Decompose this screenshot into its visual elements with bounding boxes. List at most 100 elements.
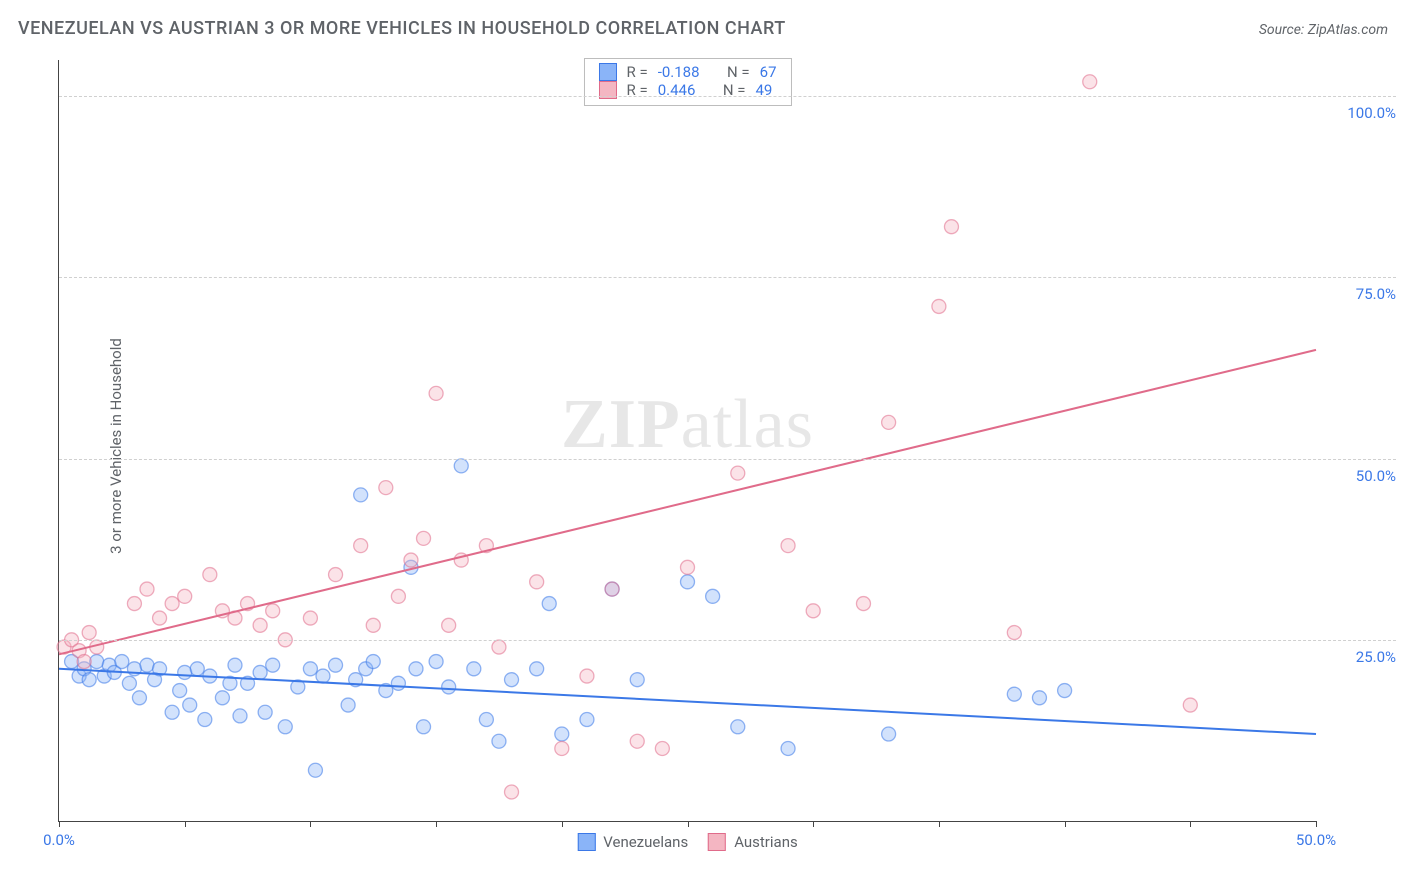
x-tick: [813, 821, 814, 827]
data-point-venezuelans: [1058, 684, 1072, 698]
gridline-h: [59, 640, 1396, 641]
data-point-austrians: [429, 386, 443, 400]
data-point-venezuelans: [228, 658, 242, 672]
data-point-austrians: [178, 589, 192, 603]
data-point-venezuelans: [190, 662, 204, 676]
data-point-venezuelans: [467, 662, 481, 676]
data-point-venezuelans: [165, 705, 179, 719]
data-point-venezuelans: [183, 698, 197, 712]
data-point-austrians: [391, 589, 405, 603]
correlation-legend: R =-0.188 N =67R =0.446 N =49: [583, 58, 791, 106]
data-point-venezuelans: [329, 658, 343, 672]
data-point-austrians: [555, 742, 569, 756]
data-point-austrians: [1183, 698, 1197, 712]
data-point-venezuelans: [781, 742, 795, 756]
data-point-austrians: [731, 466, 745, 480]
data-point-venezuelans: [1032, 691, 1046, 705]
x-tick-label: 0.0%: [43, 831, 75, 849]
y-tick-label: 50.0%: [1326, 467, 1396, 485]
data-point-venezuelans: [706, 589, 720, 603]
data-point-venezuelans: [882, 727, 896, 741]
data-point-austrians: [932, 299, 946, 313]
data-point-austrians: [153, 611, 167, 625]
data-point-venezuelans: [132, 691, 146, 705]
data-point-venezuelans: [630, 673, 644, 687]
r-label: R =: [626, 63, 647, 81]
data-point-austrians: [856, 597, 870, 611]
data-point-venezuelans: [303, 662, 317, 676]
data-point-austrians: [303, 611, 317, 625]
data-point-austrians: [354, 539, 368, 553]
series-swatch-venezuelans: [577, 833, 595, 851]
data-point-austrians: [253, 618, 267, 632]
y-tick-label: 75.0%: [1326, 285, 1396, 303]
data-point-venezuelans: [454, 459, 468, 473]
data-point-austrians: [82, 626, 96, 640]
series-legend-item-austrians: Austrians: [708, 833, 798, 851]
data-point-venezuelans: [417, 720, 431, 734]
data-point-austrians: [944, 220, 958, 234]
data-point-venezuelans: [542, 597, 556, 611]
data-point-venezuelans: [178, 665, 192, 679]
data-point-austrians: [655, 742, 669, 756]
data-point-venezuelans: [82, 673, 96, 687]
data-point-austrians: [781, 539, 795, 553]
data-point-venezuelans: [90, 655, 104, 669]
data-point-venezuelans: [115, 655, 129, 669]
y-tick-label: 25.0%: [1326, 648, 1396, 666]
data-point-venezuelans: [215, 691, 229, 705]
data-point-austrians: [366, 618, 380, 632]
data-point-austrians: [417, 531, 431, 545]
source-prefix: Source:: [1259, 22, 1308, 38]
data-point-venezuelans: [278, 720, 292, 734]
x-tick: [939, 821, 940, 827]
data-point-venezuelans: [530, 662, 544, 676]
data-point-venezuelans: [316, 669, 330, 683]
regression-line-austrians: [59, 350, 1316, 654]
data-point-venezuelans: [391, 676, 405, 690]
data-point-austrians: [1007, 626, 1021, 640]
x-tick: [562, 821, 563, 827]
chart-title: VENEZUELAN VS AUSTRIAN 3 OR MORE VEHICLE…: [18, 18, 786, 39]
data-point-austrians: [1083, 75, 1097, 89]
data-point-venezuelans: [681, 575, 695, 589]
data-point-venezuelans: [233, 709, 247, 723]
data-point-venezuelans: [580, 713, 594, 727]
data-point-austrians: [492, 640, 506, 654]
data-point-venezuelans: [122, 676, 136, 690]
data-point-austrians: [77, 655, 91, 669]
data-point-austrians: [630, 734, 644, 748]
series-legend-item-venezuelans: Venezuelans: [577, 833, 688, 851]
data-point-venezuelans: [140, 658, 154, 672]
legend-row-venezuelans: R =-0.188 N =67: [598, 63, 776, 81]
legend-swatch-venezuelans: [598, 63, 616, 81]
series-swatch-austrians: [708, 833, 726, 851]
data-point-venezuelans: [354, 488, 368, 502]
data-point-austrians: [605, 582, 619, 596]
data-point-venezuelans: [253, 665, 267, 679]
source-name: ZipAtlas.com: [1308, 22, 1388, 38]
x-tick: [1316, 821, 1317, 827]
data-point-venezuelans: [341, 698, 355, 712]
series-legend: Venezuelans Austrians: [577, 833, 797, 851]
source-attribution: Source: ZipAtlas.com: [1259, 22, 1388, 38]
data-point-venezuelans: [479, 713, 493, 727]
gridline-h: [59, 277, 1396, 278]
x-tick: [310, 821, 311, 827]
x-tick: [59, 821, 60, 827]
data-point-austrians: [329, 568, 343, 582]
data-point-venezuelans: [505, 673, 519, 687]
scatter-plot: ZIPatlas R =-0.188 N =67R =0.446 N =49 V…: [58, 60, 1316, 822]
data-point-venezuelans: [731, 720, 745, 734]
series-label-austrians: Austrians: [734, 833, 798, 851]
data-point-venezuelans: [492, 734, 506, 748]
x-tick: [1190, 821, 1191, 827]
n-value: 67: [760, 63, 777, 81]
data-point-venezuelans: [173, 684, 187, 698]
data-point-venezuelans: [409, 662, 423, 676]
data-point-venezuelans: [266, 658, 280, 672]
y-tick-label: 100.0%: [1326, 104, 1396, 122]
x-tick: [1065, 821, 1066, 827]
data-point-austrians: [681, 560, 695, 574]
data-point-venezuelans: [198, 713, 212, 727]
